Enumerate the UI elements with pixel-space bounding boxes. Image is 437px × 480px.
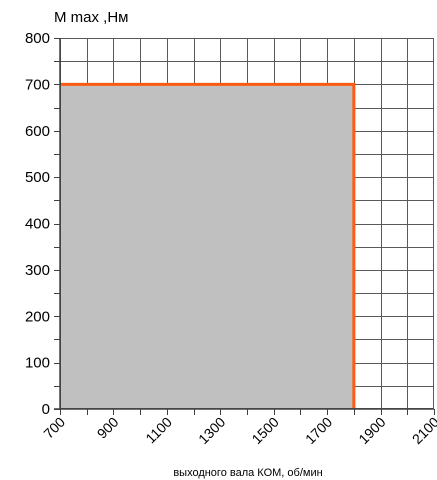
y-tick-label: 800 bbox=[25, 30, 50, 47]
x-tick-label: 1700 bbox=[302, 414, 335, 447]
x-tick-label: 2100 bbox=[409, 414, 437, 447]
x-tick-labels: 700 900 1100 1300 1500 1700 1900 2100 bbox=[40, 414, 437, 447]
y-tick-label: 100 bbox=[25, 355, 50, 372]
y-tick-label: 0 bbox=[42, 401, 50, 418]
x-tick-label: 1900 bbox=[355, 414, 388, 447]
x-tick-label: 1500 bbox=[248, 414, 281, 447]
y-tick-label: 600 bbox=[25, 123, 50, 140]
x-tick-label: 1300 bbox=[195, 414, 228, 447]
x-tick-label: 1100 bbox=[142, 414, 175, 447]
x-axis-label: выходного вала КОМ, об/мин bbox=[173, 467, 322, 479]
y-tick-label: 700 bbox=[25, 76, 50, 93]
y-axis-label: M max ,Нм bbox=[54, 9, 128, 26]
y-tick-label: 300 bbox=[25, 262, 50, 279]
torque-area bbox=[60, 84, 354, 409]
y-tick-label: 500 bbox=[25, 169, 50, 186]
y-tick-labels: 0 100 200 300 400 500 600 700 800 bbox=[25, 30, 50, 418]
axes bbox=[54, 38, 435, 415]
torque-line-series bbox=[60, 82, 356, 409]
y-tick-label: 400 bbox=[25, 216, 50, 233]
x-tick-label: 900 bbox=[94, 414, 122, 442]
y-tick-label: 200 bbox=[25, 308, 50, 325]
